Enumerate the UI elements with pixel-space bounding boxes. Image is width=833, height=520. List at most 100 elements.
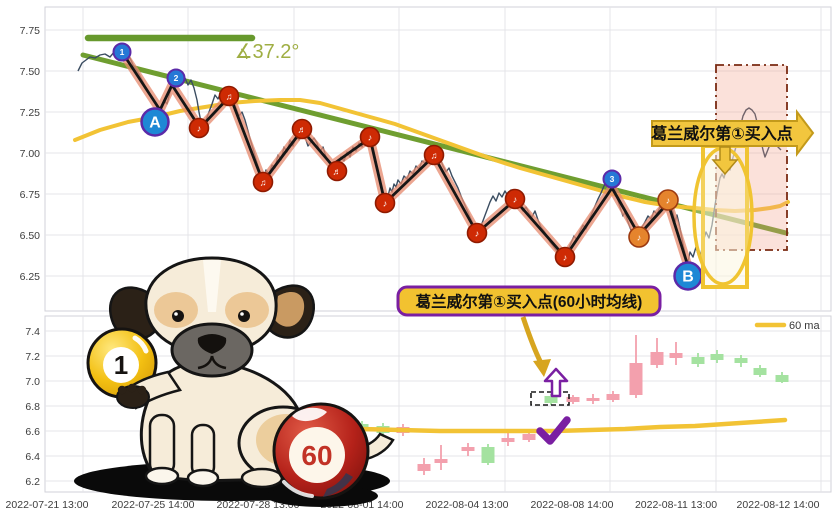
music-note-marker-glyph: ♫ xyxy=(226,91,233,101)
letter-marker-A xyxy=(140,107,170,137)
numbered-peak-marker-label: 1 xyxy=(120,47,125,57)
music-note-marker-orange xyxy=(628,226,650,248)
y-tick-label: 7.50 xyxy=(20,66,41,78)
dog-nose xyxy=(197,334,227,354)
music-note-marker xyxy=(504,188,526,210)
candle-body-down xyxy=(691,357,705,364)
dog-front-leg xyxy=(148,413,176,477)
y-tick-label: 7.25 xyxy=(20,107,41,119)
granville-buy-point-banner: 葛兰威尔第①买入点 xyxy=(651,124,793,143)
x-tick-label: 2022-08-04 13:00 xyxy=(426,499,509,511)
dog-hind-paw xyxy=(240,467,284,489)
dog-eye-patch-left xyxy=(154,292,198,328)
music-note-marker-glyph: ♫ xyxy=(260,177,267,187)
candle-body-down xyxy=(710,354,724,360)
numbered-peak-marker-label: 2 xyxy=(174,73,179,83)
music-note-marker xyxy=(423,144,445,166)
y-tick-label: 6.4 xyxy=(25,451,40,463)
buy-point-banner-shape xyxy=(651,109,815,157)
candle-body-up xyxy=(434,459,448,463)
music-note-marker xyxy=(466,222,488,244)
letter-marker-label: B xyxy=(682,269,694,286)
music-note-marker-orange xyxy=(657,189,679,211)
billiard-ball-1: 1 xyxy=(86,327,158,399)
candle-body-down xyxy=(775,375,789,382)
dog-eye-left xyxy=(172,310,184,322)
zigzag-highlight xyxy=(117,47,692,268)
buy-signal-up-arrow-icon xyxy=(543,367,569,398)
dog-eye-patch-right xyxy=(225,292,269,328)
music-note-marker-orange-glyph: ♪ xyxy=(637,232,642,242)
x-tick-label: 2022-08-11 13:00 xyxy=(635,499,717,511)
numbered-peak-marker-label: 3 xyxy=(610,174,615,184)
angle-annotation: ∡37.2° xyxy=(235,41,300,63)
top-annotation-layer: 葛兰威尔第①买入点 xyxy=(651,64,815,289)
dog-toe-2 xyxy=(127,383,137,393)
candle-body-up xyxy=(606,394,620,400)
music-note-marker-glyph: ♪ xyxy=(475,228,480,238)
candle-body-up xyxy=(650,352,664,365)
y-tick-label: 7.00 xyxy=(20,148,41,160)
legend-60ma-label: 60 ma xyxy=(789,320,820,332)
candle-body-up xyxy=(501,438,515,442)
x-tick-label: 2022-08-12 14:00 xyxy=(737,499,820,511)
music-note-marker xyxy=(374,192,396,214)
top-chart-layer: ♪ ♫ ♫ ♬ ♬ ♪ ♪ ♫ ♪ ♪ ♪ ♪ ♪ 1 2 3 A B ∡37.2° xyxy=(73,34,790,291)
ball-60-patch xyxy=(289,427,345,483)
top-annotation-shapes xyxy=(651,64,815,289)
billiard-ball-60: 60 xyxy=(272,402,370,500)
zigzag-line xyxy=(120,51,689,264)
music-note-marker-glyph: ♪ xyxy=(197,123,202,133)
music-note-marker xyxy=(359,126,381,148)
music-note-marker xyxy=(218,85,240,107)
ball-60-highlight xyxy=(292,407,327,422)
music-note-marker xyxy=(554,246,576,268)
dog-eye-glint-right xyxy=(240,312,244,316)
y-tick-label: 7.75 xyxy=(20,25,41,37)
ball-1-patch xyxy=(103,347,139,383)
candle-body-up xyxy=(669,353,683,358)
candle-body-up xyxy=(417,464,431,471)
dog-ear-right-inner xyxy=(275,292,305,327)
top-chart-shapes: ♪ ♫ ♫ ♬ ♬ ♪ ♪ ♫ ♪ ♪ ♪ ♪ ♪ 1 2 3 A B xyxy=(73,34,790,291)
music-note-marker xyxy=(252,171,274,193)
music-note-marker-glyph: ♪ xyxy=(368,132,373,142)
ball-1-label: 1 xyxy=(114,350,128,380)
dog-mouth xyxy=(197,355,227,370)
dog-blaze xyxy=(203,260,221,312)
music-note-marker-orange-glyph: ♪ xyxy=(666,195,671,205)
numbered-peak-marker xyxy=(112,42,132,62)
candle-body-down xyxy=(734,358,748,363)
music-note-marker-glyph: ♪ xyxy=(383,198,388,208)
ball-60-shade xyxy=(323,473,353,497)
y-tick-label: 6.25 xyxy=(20,271,41,283)
y-tick-label: 7.2 xyxy=(25,351,40,363)
checkmark-icon xyxy=(536,416,571,445)
candle-body-up xyxy=(586,398,600,401)
x-tick-label: 2022-08-08 14:00 xyxy=(531,499,614,511)
y-tick-label: 7.0 xyxy=(25,376,40,388)
y-tick-label: 6.8 xyxy=(25,401,40,413)
y-tick-label: 6.50 xyxy=(20,230,41,242)
candle-body-up xyxy=(566,397,580,402)
ma60-line-top xyxy=(73,98,790,213)
dog-paw-2 xyxy=(186,468,220,488)
bottom-annotation-shapes xyxy=(396,285,662,445)
ball-60-lower-highlight xyxy=(282,480,314,498)
x-tick-label: 2022-07-21 13:00 xyxy=(6,499,89,511)
dog-paw xyxy=(144,466,180,486)
candle-body-down xyxy=(753,368,767,375)
music-note-marker-glyph: ♬ xyxy=(298,124,307,134)
x-tick-label: 2022-07-25 14:00 xyxy=(112,499,195,511)
buy-point-60ma-label-box xyxy=(396,285,662,317)
music-note-marker xyxy=(188,117,210,139)
y-tick-label: 6.6 xyxy=(25,426,40,438)
dog-toe-3 xyxy=(137,385,147,395)
candle-body-up xyxy=(629,363,643,395)
numbered-peak-marker xyxy=(602,169,622,189)
numbered-peak-marker xyxy=(166,68,186,88)
ball-1-highlight xyxy=(132,335,149,354)
music-note-marker-glyph: ♪ xyxy=(513,194,518,204)
candle-body-down xyxy=(481,447,495,463)
